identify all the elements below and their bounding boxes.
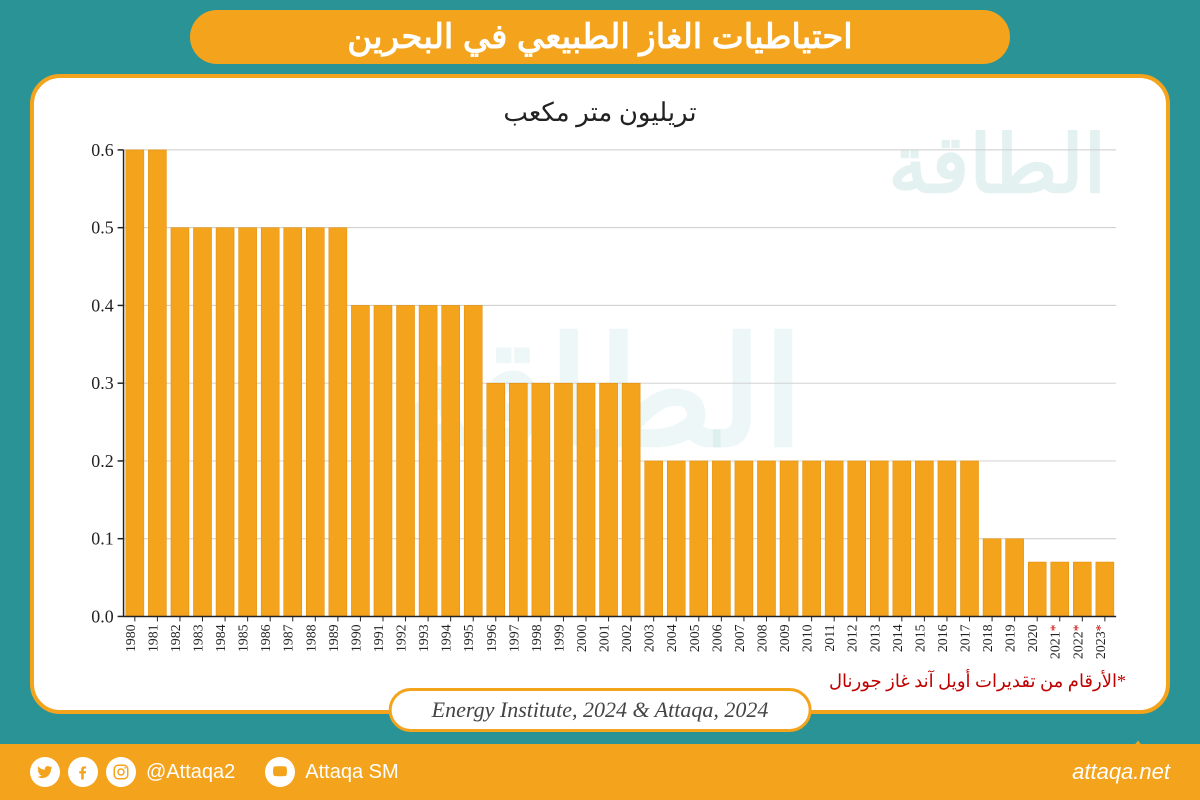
svg-text:1993: 1993 (417, 624, 432, 652)
svg-text:2016: 2016 (936, 624, 951, 652)
svg-text:2008: 2008 (755, 624, 770, 652)
facebook-icon (68, 757, 98, 787)
svg-text:1992: 1992 (395, 624, 410, 652)
svg-text:1982: 1982 (169, 624, 184, 652)
social-group-2: Attaqa SM (265, 757, 398, 787)
svg-text:0.0: 0.0 (91, 606, 113, 626)
svg-text:2007: 2007 (733, 624, 748, 652)
social-handle-2: Attaqa SM (305, 761, 398, 784)
svg-text:2003: 2003 (643, 624, 658, 652)
svg-text:2002: 2002 (620, 624, 635, 652)
twitter-icon (30, 757, 60, 787)
svg-text:2021*: 2021* (1049, 624, 1064, 659)
svg-text:2006: 2006 (710, 624, 725, 652)
page-title: احتياطيات الغاز الطبيعي في البحرين (347, 17, 852, 57)
svg-text:1995: 1995 (462, 624, 477, 652)
social-handle-1: @Attaqa2 (146, 761, 235, 784)
footer-site: attaqa.net (1072, 759, 1170, 785)
svg-text:0.4: 0.4 (91, 295, 113, 315)
chart-panel: الطاقة تريليون متر مكعب الطاقة 0.00.10.2… (30, 74, 1170, 714)
svg-text:0.1: 0.1 (91, 529, 113, 549)
svg-text:1997: 1997 (507, 624, 522, 652)
svg-text:1989: 1989 (327, 624, 342, 652)
svg-text:2017: 2017 (959, 624, 974, 652)
svg-text:1996: 1996 (485, 624, 500, 652)
svg-text:2019: 2019 (1004, 624, 1019, 652)
svg-text:2020: 2020 (1026, 624, 1041, 652)
svg-text:1983: 1983 (192, 624, 207, 652)
svg-text:1987: 1987 (282, 624, 297, 652)
svg-text:1985: 1985 (237, 624, 252, 652)
svg-text:1991: 1991 (372, 624, 387, 652)
svg-text:1990: 1990 (349, 624, 364, 652)
chart-area: 0.0 0.1 0.2 0.3 0.4 0.5 0.6 1980 1981 1982 1983 198… (64, 138, 1136, 678)
social-group-1: @Attaqa2 (30, 757, 235, 787)
footnote: *الأرقام من تقديرات أويل آند غاز جورنال (829, 671, 1126, 692)
svg-text:1999: 1999 (552, 624, 567, 652)
svg-text:2014: 2014 (891, 624, 906, 652)
svg-text:2004: 2004 (665, 624, 680, 652)
svg-text:2000: 2000 (575, 624, 590, 652)
svg-text:1984: 1984 (214, 624, 229, 652)
svg-text:2005: 2005 (688, 624, 703, 652)
svg-text:1986: 1986 (259, 624, 274, 652)
svg-text:2011: 2011 (823, 624, 838, 651)
instagram-icon (106, 757, 136, 787)
svg-text:2022*: 2022* (1071, 624, 1086, 659)
svg-text:2010: 2010 (801, 624, 816, 652)
svg-text:1994: 1994 (440, 624, 455, 652)
svg-text:1998: 1998 (530, 624, 545, 652)
svg-text:2023*: 2023* (1094, 624, 1109, 659)
footer-bar: @Attaqa2 Attaqa SM attaqa.net (0, 744, 1200, 800)
svg-text:1988: 1988 (304, 624, 319, 652)
source-pill: Energy Institute, 2024 & Attaqa, 2024 (389, 688, 812, 732)
svg-text:2012: 2012 (846, 624, 861, 652)
bar-chart: 0.0 0.1 0.2 0.3 0.4 0.5 0.6 1980 1981 1982 1983 198… (64, 138, 1136, 678)
svg-text:0.3: 0.3 (91, 373, 113, 393)
svg-text:2018: 2018 (981, 624, 996, 652)
svg-text:2009: 2009 (778, 624, 793, 652)
svg-text:2015: 2015 (913, 624, 928, 652)
youtube-icon (265, 757, 295, 787)
svg-text:2013: 2013 (868, 624, 883, 652)
svg-text:1980: 1980 (124, 624, 139, 652)
svg-text:1981: 1981 (146, 624, 161, 652)
social-icons-left (30, 757, 136, 787)
svg-text:0.6: 0.6 (91, 140, 113, 160)
svg-text:0.2: 0.2 (91, 451, 113, 471)
title-bar: احتياطيات الغاز الطبيعي في البحرين (190, 10, 1010, 64)
svg-text:0.5: 0.5 (91, 218, 113, 238)
svg-text:2001: 2001 (598, 624, 613, 652)
